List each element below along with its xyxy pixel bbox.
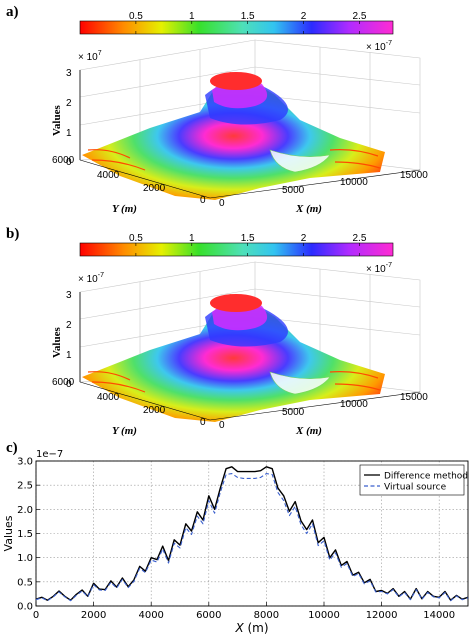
x-tick-label: 5000 <box>282 185 305 196</box>
x-tick-label: 2000 <box>81 610 106 621</box>
z-tick-label: 2 <box>66 98 72 109</box>
panel-label: a) <box>6 4 19 20</box>
z-axis-multiplier: × 10-7 <box>78 272 104 285</box>
panel-label: b) <box>6 226 19 242</box>
z-tick-label: 3 <box>66 290 72 301</box>
panel-b: b) 0.5 1 1.5 2 2.5 × 10-7 <box>6 226 428 437</box>
y-multiplier: 1e−7 <box>36 449 63 460</box>
colorbar-tick-label: 0.5 <box>129 11 143 22</box>
colorbar-tick-label: 1 <box>189 233 195 244</box>
y-tick-label: 3.0 <box>17 457 33 468</box>
panel-label: c) <box>6 440 18 456</box>
x-tick-label: 4000 <box>138 610 163 621</box>
x-tick-label: 10000 <box>340 177 368 188</box>
z-axis: 0 1 2 3 × 10-7 Values <box>51 272 104 390</box>
z-axis-multiplier: × 107 <box>78 50 102 63</box>
chart-series <box>35 466 469 602</box>
colorbar-multiplier: × 10-7 <box>366 262 392 275</box>
y-axis: 6000 4000 2000 0 Y (m) <box>52 377 211 437</box>
x-axis-label: X (m) <box>234 621 268 634</box>
y-tick-label: 4000 <box>97 170 120 181</box>
y-tick-label: 6000 <box>52 377 75 388</box>
colorbar-bar <box>79 242 394 257</box>
surface-plot <box>82 294 385 422</box>
z-tick-label: 3 <box>66 68 72 79</box>
surface-plot <box>82 72 385 200</box>
colorbar-tick-label: 1.5 <box>241 233 255 244</box>
y-tick-label: 0 <box>200 195 206 206</box>
panel-c-line-chart: c) 1e−7 0 2000 4000 6000 8000 10000 12000 14000… <box>2 440 469 634</box>
y-tick-label: 0 <box>200 417 206 428</box>
y-tick-label: 2000 <box>143 405 166 416</box>
y-tick-label: 1.5 <box>17 529 33 540</box>
legend-entry: Virtual source <box>384 483 447 493</box>
colorbar-tick-label: 1.5 <box>241 11 255 22</box>
y-tick-label: 0.0 <box>17 602 33 613</box>
y-ticks: 0.0 0.5 1.0 1.5 2.0 2.5 3.0 <box>17 457 40 613</box>
colorbar-tick-label: 2.5 <box>353 11 367 22</box>
colorbar-tick-label: 2 <box>301 11 307 22</box>
y-tick-label: 6000 <box>52 155 75 166</box>
colorbar-tick-label: 2 <box>301 233 307 244</box>
x-tick-label: 15000 <box>400 170 428 181</box>
z-tick-label: 1 <box>66 128 72 139</box>
colorbar-tick-label: 0.5 <box>129 233 143 244</box>
colorbar-bar <box>79 20 394 35</box>
colorbar: 0.5 1 1.5 2 2.5 × 10-7 <box>79 11 394 53</box>
colorbar-tick-label: 1 <box>189 11 195 22</box>
x-axis: 0 5000 10000 15000 X (m) <box>209 169 428 215</box>
y-tick-label: 2.5 <box>17 481 33 492</box>
z-axis-label: Values <box>51 105 63 136</box>
y-tick-label: 2.0 <box>17 505 33 516</box>
x-axis-label: X (m) <box>295 425 322 437</box>
series-line-virtual-source <box>35 473 469 602</box>
z-axis: 0 1 2 3 × 107 Values <box>51 50 102 168</box>
panel-a: a) 0.5 1 1.5 2 2.5 × 10-7 <box>6 4 428 215</box>
x-axis-label: X (m) <box>295 203 322 215</box>
x-tick-label: 10000 <box>308 610 340 621</box>
colorbar-tick-label: 2.5 <box>353 233 367 244</box>
y-axis-label: Values <box>2 515 15 551</box>
z-axis-label: Values <box>51 327 63 358</box>
x-axis: 0 5000 10000 15000 X (m) <box>209 391 428 437</box>
y-tick-label: 0.5 <box>17 577 33 588</box>
colorbar-multiplier: × 10-7 <box>366 40 392 53</box>
y-tick-label: 4000 <box>97 392 120 403</box>
x-tick-label: 10000 <box>340 399 368 410</box>
y-tick-label: 1.0 <box>17 553 33 564</box>
legend-entry: Difference method <box>384 472 468 482</box>
z-tick-label: 2 <box>66 320 72 331</box>
z-tick-label: 0 <box>66 157 72 168</box>
y-axis-label: Y (m) <box>112 203 137 215</box>
x-tick-label: 0 <box>219 420 225 431</box>
x-tick-label: 14000 <box>423 610 455 621</box>
y-tick-label: 2000 <box>143 183 166 194</box>
x-tick-label: 0 <box>33 610 39 621</box>
x-ticks: 0 2000 4000 6000 8000 10000 12000 14000 <box>33 602 455 621</box>
x-tick-label: 5000 <box>282 407 305 418</box>
x-tick-label: 0 <box>219 198 225 209</box>
y-axis-label: Y (m) <box>112 425 137 437</box>
legend-box <box>359 464 465 496</box>
y-axis: 6000 4000 2000 0 Y (m) <box>52 155 211 215</box>
z-tick-label: 1 <box>66 350 72 361</box>
z-tick-label: 0 <box>66 379 72 390</box>
x-tick-label: 12000 <box>366 610 398 621</box>
colorbar: 0.5 1 1.5 2 2.5 × 10-7 <box>79 233 394 275</box>
x-tick-label: 6000 <box>196 610 221 621</box>
x-tick-label: 8000 <box>254 610 279 621</box>
x-tick-label: 15000 <box>400 392 428 403</box>
